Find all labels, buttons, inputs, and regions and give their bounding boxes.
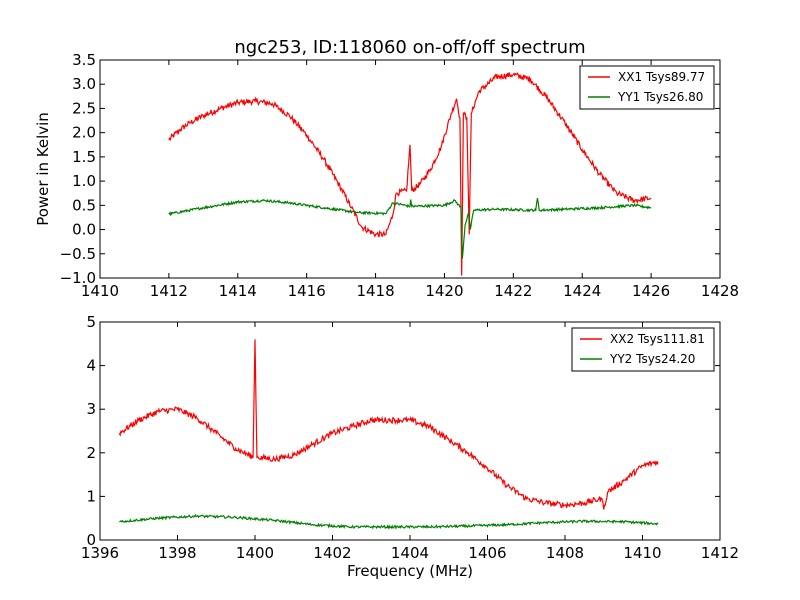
x-tick-label: 1396 [81,544,119,562]
x-tick-label: 1416 [288,282,326,300]
x-tick-label: 1404 [391,544,429,562]
x-axis-label: Frequency (MHz) [347,562,473,580]
y-tick-label: 2.5 [72,99,96,117]
x-tick-label: 1398 [158,544,196,562]
x-tick-label: 1428 [701,282,739,300]
legend-entry: XX2 Tsys111.81 [610,332,705,346]
series-line-xx [118,339,659,510]
legend-entry: YY2 Tsys24.20 [609,352,695,366]
y-tick-label: 3.0 [72,75,96,93]
y-tick-label: 2.0 [72,124,96,142]
legend: XX1 Tsys89.77 YY1 Tsys26.80 [579,65,715,110]
y-tick-label: 0.0 [72,221,96,239]
y-axis-label: Power in Kelvin [34,112,52,226]
y-tick-label: 1.5 [72,148,96,166]
legend-box [571,327,715,372]
top-spectrum-plot: ngc253, ID:118060 on-off/off spectrum Po… [34,37,739,300]
y-tick-label: 1 [86,487,96,505]
x-tick-label: 1414 [219,282,257,300]
y-tick-label: 5 [86,313,96,331]
x-tick-label: 1410 [623,544,661,562]
x-tick-label: 1410 [81,282,119,300]
y-tick-label: −1.0 [60,269,96,287]
y-tick-label: 4 [86,357,96,375]
x-tick-label: 1408 [546,544,584,562]
x-tick-label: 1426 [632,282,670,300]
x-tick-label: 1400 [236,544,274,562]
series-line-yy [168,197,652,259]
y-tick-label: 3.5 [72,51,96,69]
y-tick-label: 0.5 [72,196,96,214]
x-tick-label: 1406 [468,544,506,562]
series-line-yy [119,513,659,530]
bottom-spectrum-plot: Frequency (MHz) 1396 1398 1400 1402 1404 1406… [81,313,739,580]
y-tick-label: −0.5 [60,245,96,263]
x-tick-label: 1420 [425,282,463,300]
y-tick-label: 0 [86,531,96,549]
plot-frame [99,59,721,279]
y-tick-label: 3 [86,400,96,418]
y-tick-label: 1.0 [72,172,96,190]
legend-entry: YY1 Tsys26.80 [617,90,703,104]
legend-entry: XX1 Tsys89.77 [618,70,705,84]
y-tick-label: 2 [86,444,96,462]
x-tick-label: 1402 [313,544,351,562]
x-tick-label: 1418 [356,282,394,300]
x-tick-label: 1422 [494,282,532,300]
x-tick-label: 1412 [150,282,188,300]
series-line-xx [168,72,652,276]
x-tick-label: 1424 [563,282,601,300]
x-tick-label: 1412 [701,544,739,562]
legend-box [579,65,715,110]
chart-title: ngc253, ID:118060 on-off/off spectrum [234,37,585,58]
legend: XX2 Tsys111.81 YY2 Tsys24.20 [571,327,715,372]
